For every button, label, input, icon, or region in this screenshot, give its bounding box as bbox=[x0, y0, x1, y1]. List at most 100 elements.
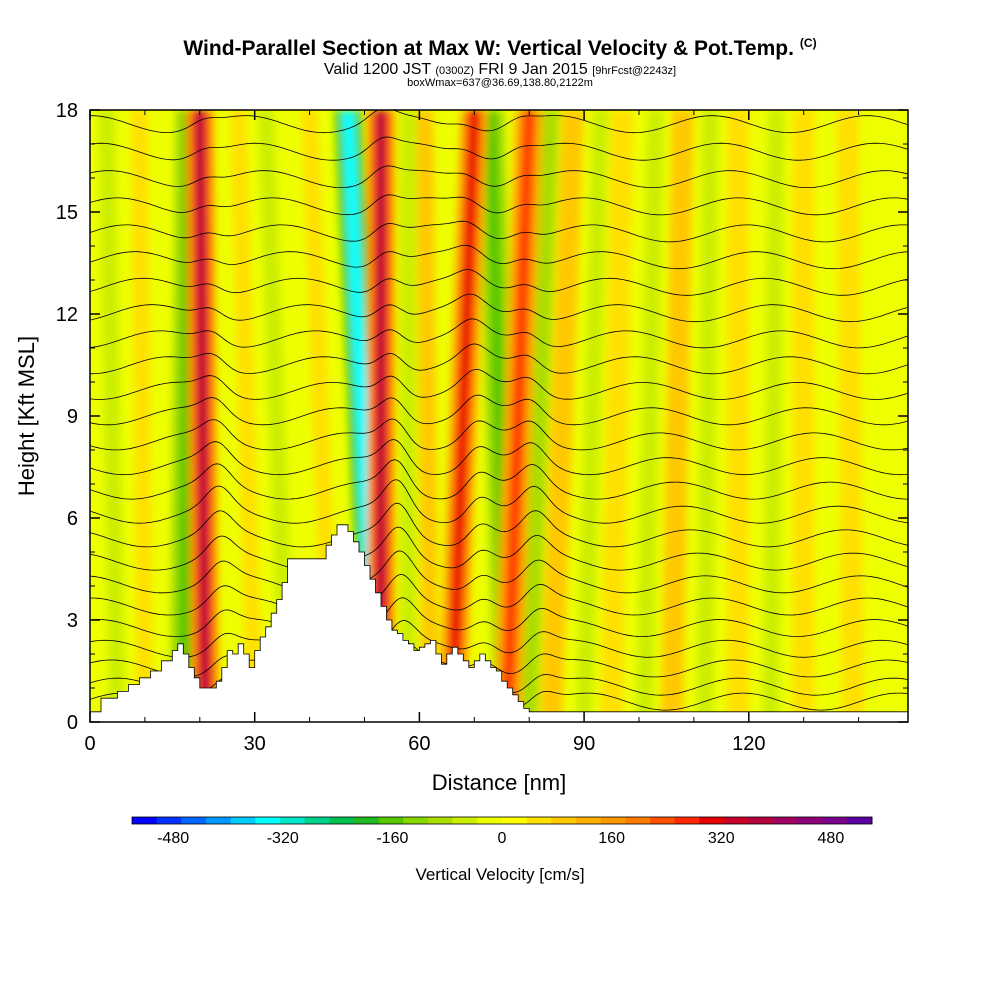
isentrope-line bbox=[90, 394, 908, 426]
updraft-band-core bbox=[502, 110, 534, 722]
colorbar-swatch bbox=[181, 817, 207, 824]
isentrope-line bbox=[90, 459, 908, 500]
isentrope-line bbox=[90, 110, 908, 134]
isentrope-line bbox=[90, 368, 908, 400]
x-tick-label: 120 bbox=[732, 733, 765, 755]
y-axis-title: Height [Kft MSL] bbox=[14, 336, 39, 496]
weak-band bbox=[575, 110, 609, 722]
box-info: boxWmax=637@36.69,138.80,2122m bbox=[407, 77, 593, 89]
weak-band bbox=[636, 110, 664, 722]
chart-subtitle: Valid 1200 JST (0300Z) FRI 9 Jan 2015 [9… bbox=[0, 61, 1000, 79]
isentrope-line bbox=[90, 620, 908, 658]
colorbar-swatch bbox=[156, 817, 182, 824]
chart-title: Wind-Parallel Section at Max W: Vertical… bbox=[0, 36, 1000, 61]
y-tick-label: 15 bbox=[56, 202, 78, 224]
wave-field bbox=[98, 110, 865, 722]
isentropes bbox=[90, 80, 908, 711]
weak-band bbox=[762, 110, 785, 722]
isentrope-line bbox=[90, 136, 908, 161]
weak-band bbox=[660, 110, 694, 722]
y-tick-label: 18 bbox=[56, 100, 78, 122]
colorbar-tick-label: -320 bbox=[267, 830, 299, 847]
colorbar-swatch bbox=[674, 817, 700, 824]
isentrope-line bbox=[90, 574, 908, 616]
colorbar-tick-label: -160 bbox=[376, 830, 408, 847]
x-tick-label: 0 bbox=[84, 733, 95, 755]
weak-band bbox=[229, 110, 263, 722]
colorbar-swatch bbox=[650, 817, 676, 824]
weak-band bbox=[836, 110, 865, 722]
isentrope-line bbox=[90, 220, 908, 243]
x-tick-label: 90 bbox=[573, 733, 595, 755]
colorbar-swatch bbox=[304, 817, 330, 824]
y-tick-label: 12 bbox=[56, 304, 78, 326]
colorbar-swatch bbox=[230, 817, 256, 824]
weak-band bbox=[257, 110, 296, 722]
isentrope-line bbox=[90, 439, 908, 476]
colorbar-frame bbox=[131, 816, 873, 825]
colorbar-swatch bbox=[748, 817, 774, 824]
colorbar-swatch bbox=[576, 817, 602, 824]
isentrope-line bbox=[90, 526, 908, 571]
colorbar-swatch bbox=[600, 817, 626, 824]
isentrope-line bbox=[90, 479, 908, 524]
y-tick-label: 3 bbox=[67, 610, 78, 632]
colorbar-swatch bbox=[724, 817, 750, 824]
colorbar-tick-label: 320 bbox=[708, 830, 735, 847]
isentrope-line bbox=[90, 194, 908, 216]
colorbar-swatch bbox=[822, 817, 848, 824]
chart-title-main: Wind-Parallel Section at Max W: Vertical… bbox=[183, 37, 794, 60]
weak-band bbox=[792, 110, 815, 722]
colorbar-swatch bbox=[526, 817, 552, 824]
isentrope-line bbox=[90, 550, 908, 594]
weak-band bbox=[400, 110, 417, 722]
updraft-band-core bbox=[195, 110, 210, 722]
colorbar-swatch bbox=[502, 817, 528, 824]
colorbar-tick-label: 160 bbox=[598, 830, 625, 847]
valid-date: FRI 9 Jan 2015 bbox=[478, 61, 588, 78]
isentrope-line bbox=[90, 343, 908, 375]
colorbar-swatch bbox=[280, 817, 306, 824]
colorbar-swatch bbox=[206, 817, 232, 824]
colorbar-swatch bbox=[378, 817, 404, 824]
axes: 0 30 60 90 120 0 3 6 9 12 15 18 Distance [nm] Height … bbox=[14, 100, 908, 795]
weak-band bbox=[416, 110, 439, 722]
colorbar-swatch bbox=[625, 817, 651, 824]
isentrope-line bbox=[90, 293, 908, 323]
colorbar-tick-label: 480 bbox=[818, 830, 845, 847]
colorbar-swatch bbox=[452, 817, 478, 824]
updraft-band-core bbox=[376, 110, 386, 722]
updraft-band-core bbox=[447, 110, 479, 722]
forecast-info: [9hrFcst@2243z] bbox=[592, 65, 677, 77]
colorbar-swatch bbox=[255, 817, 281, 824]
isentrope-line bbox=[90, 597, 908, 637]
isentrope-line bbox=[90, 80, 908, 105]
isentrope-line bbox=[90, 244, 908, 270]
x-axis-title: Distance [nm] bbox=[432, 770, 567, 795]
y-tick-label: 9 bbox=[67, 406, 78, 428]
colorbar-swatch bbox=[847, 817, 873, 824]
colorbar-tick-label: -480 bbox=[157, 830, 189, 847]
colorbar-swatch bbox=[477, 817, 503, 824]
colorbar-swatch bbox=[773, 817, 799, 824]
colorbar-swatch bbox=[354, 817, 380, 824]
isentrope-line bbox=[90, 641, 908, 678]
valid-utc: (0300Z) bbox=[435, 65, 474, 77]
colorbar-tick-label: 0 bbox=[498, 830, 507, 847]
y-tick-label: 6 bbox=[67, 508, 78, 530]
colorbar-title: Vertical Velocity [cm/s] bbox=[415, 865, 584, 884]
isentrope-line bbox=[90, 269, 908, 296]
colorbar-swatch bbox=[403, 817, 429, 824]
weak-band bbox=[696, 110, 719, 722]
colorbar-swatch bbox=[329, 817, 355, 824]
weak-band bbox=[540, 110, 585, 722]
weak-band bbox=[726, 110, 749, 722]
copyright-mark: (C) bbox=[799, 36, 817, 50]
x-tick-label: 30 bbox=[244, 733, 266, 755]
colorbar-swatch bbox=[798, 817, 824, 824]
colorbar: -480 -320 -160 0 160 320 480 Vertical Velocity … bbox=[131, 816, 873, 884]
weak-band bbox=[98, 110, 126, 722]
plot-area bbox=[90, 80, 908, 722]
x-tick-label: 60 bbox=[408, 733, 430, 755]
